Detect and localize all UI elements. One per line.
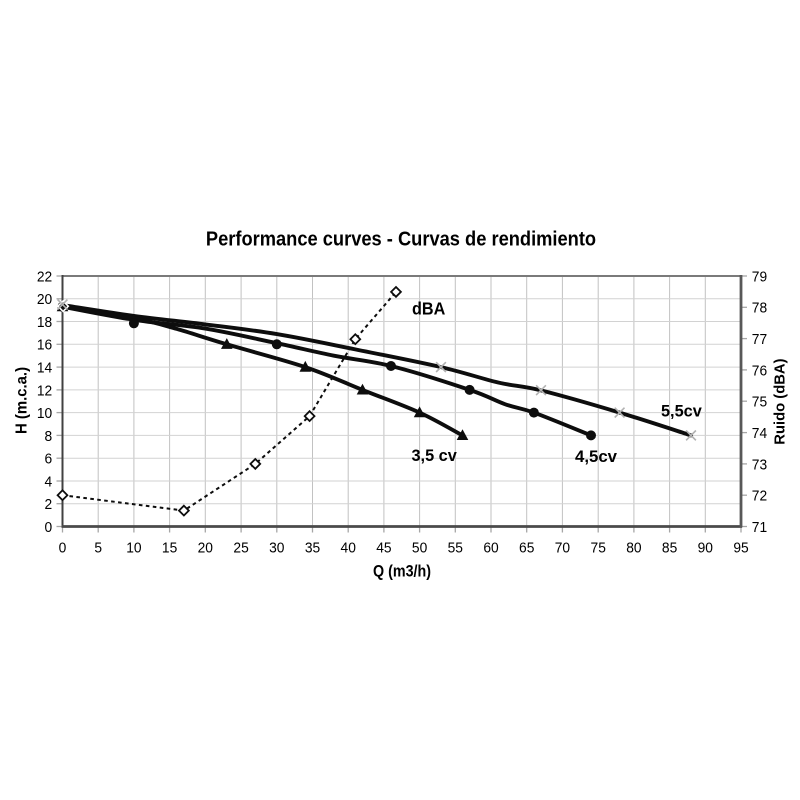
svg-text:77: 77 <box>752 332 767 349</box>
svg-text:74: 74 <box>752 426 767 443</box>
svg-text:18: 18 <box>37 314 52 331</box>
svg-text:15: 15 <box>162 540 177 557</box>
svg-text:75: 75 <box>591 540 606 557</box>
svg-text:72: 72 <box>752 488 767 505</box>
svg-text:30: 30 <box>269 540 284 557</box>
svg-text:12: 12 <box>37 383 52 400</box>
svg-text:10: 10 <box>37 406 52 423</box>
svg-text:4: 4 <box>45 474 53 491</box>
svg-text:Ruido (dBA): Ruido (dBA) <box>773 358 789 444</box>
svg-text:55: 55 <box>448 540 463 557</box>
svg-text:2: 2 <box>45 497 53 514</box>
svg-text:40: 40 <box>341 540 356 557</box>
svg-text:5,5cv: 5,5cv <box>661 402 702 420</box>
svg-text:20: 20 <box>198 540 213 557</box>
svg-text:85: 85 <box>662 540 677 557</box>
svg-text:10: 10 <box>126 540 141 557</box>
svg-text:78: 78 <box>752 300 767 317</box>
svg-text:70: 70 <box>555 540 570 557</box>
svg-text:16: 16 <box>37 337 52 354</box>
svg-text:79: 79 <box>752 269 767 286</box>
svg-text:5: 5 <box>94 540 102 557</box>
svg-text:H (m.c.a.): H (m.c.a.) <box>13 367 31 434</box>
svg-text:3,5 cv: 3,5 cv <box>412 447 457 465</box>
svg-text:0: 0 <box>45 519 53 536</box>
svg-text:95: 95 <box>733 540 748 557</box>
svg-text:50: 50 <box>412 540 427 557</box>
svg-text:90: 90 <box>698 540 713 557</box>
svg-text:20: 20 <box>37 292 52 309</box>
svg-text:22: 22 <box>37 269 52 286</box>
svg-text:Q (m3/h): Q (m3/h) <box>373 563 431 581</box>
svg-text:Performance curves - Curvas de: Performance curves - Curvas de rendimien… <box>206 229 596 251</box>
svg-text:dBA: dBA <box>412 299 445 319</box>
svg-text:0: 0 <box>59 540 67 557</box>
svg-text:73: 73 <box>752 457 767 474</box>
svg-text:8: 8 <box>45 428 53 445</box>
svg-text:45: 45 <box>376 540 391 557</box>
svg-text:71: 71 <box>752 519 767 536</box>
svg-text:75: 75 <box>752 394 767 411</box>
svg-text:4,5cv: 4,5cv <box>575 447 618 466</box>
svg-text:60: 60 <box>483 540 498 557</box>
svg-text:35: 35 <box>305 540 320 557</box>
svg-text:76: 76 <box>752 363 767 380</box>
svg-text:80: 80 <box>626 540 641 557</box>
svg-text:6: 6 <box>45 451 53 468</box>
svg-text:65: 65 <box>519 540 534 557</box>
svg-text:25: 25 <box>233 540 248 557</box>
svg-text:14: 14 <box>37 360 52 377</box>
